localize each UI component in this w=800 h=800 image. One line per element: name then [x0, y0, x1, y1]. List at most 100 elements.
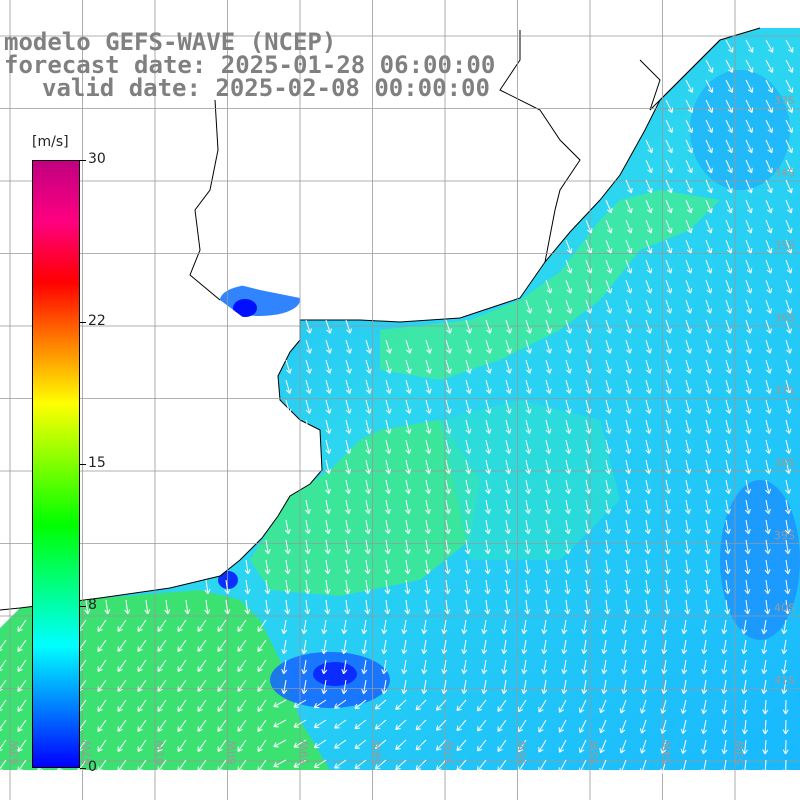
wind-arrow [464, 559, 471, 575]
wind-arrow [354, 739, 367, 750]
wind-arrow [345, 479, 352, 495]
wind-arrow [301, 679, 308, 695]
wind-arrow [313, 699, 327, 709]
wind-arrow [785, 319, 792, 334]
wind-arrow [237, 719, 247, 732]
wind-arrow [721, 759, 728, 775]
wind-arrow [684, 579, 691, 595]
wind-arrow [765, 119, 774, 134]
wind-arrow [705, 159, 713, 174]
wind-arrow [565, 239, 573, 254]
wind-arrow [745, 139, 753, 154]
wind-arrow [273, 759, 287, 768]
wind-arrow [264, 539, 271, 555]
wind-arrow [281, 659, 288, 675]
colorbar [32, 160, 80, 768]
wind-arrow [395, 699, 407, 710]
wind-arrow [685, 159, 693, 174]
wind-arrow [281, 639, 288, 655]
wind-arrow [117, 619, 127, 632]
wind-arrow [721, 639, 728, 655]
colorbar-tick-label: 30 [88, 151, 106, 167]
wind-arrow [558, 739, 567, 753]
wind-arrow [765, 319, 772, 334]
wind-arrow [395, 759, 407, 770]
wind-arrow [524, 519, 531, 535]
wind-arrow [17, 619, 27, 632]
wind-arrow [157, 639, 167, 652]
wind-arrow [681, 639, 688, 655]
wind-arrow [581, 619, 588, 635]
wind-arrow [524, 559, 531, 575]
wind-arrow [321, 639, 328, 655]
wind-arrow [341, 679, 348, 695]
wind-arrow [605, 319, 612, 334]
wind-arrow [137, 719, 147, 732]
wind-arrow [705, 199, 713, 214]
wind-arrow [456, 719, 467, 732]
wind-arrow [625, 459, 632, 475]
wind-arrow [745, 159, 753, 174]
wind-arrow [244, 599, 251, 615]
wind-arrow [257, 739, 267, 752]
wind-arrow [384, 519, 391, 535]
wind-arrow [237, 639, 247, 652]
wind-arrow [685, 139, 693, 154]
wind-arrow [257, 759, 267, 772]
colorbar-tick-label: 15 [88, 455, 106, 471]
wind-arrow [325, 479, 332, 495]
wind-arrow [664, 519, 671, 535]
wind-arrow [724, 559, 731, 575]
wind-arrow [481, 619, 488, 635]
wind-arrow [604, 519, 611, 535]
wind-arrow [364, 499, 371, 515]
wind-arrow [217, 659, 227, 672]
wind-arrow [545, 379, 552, 394]
wind-arrow [157, 659, 167, 672]
wind-arrow [665, 319, 672, 334]
wind-arrow [384, 539, 391, 555]
wind-arrow [425, 339, 432, 354]
wind-arrow [341, 619, 348, 635]
wind-arrow [745, 299, 753, 314]
wind-arrow [641, 639, 648, 655]
wind-arrow [384, 499, 391, 515]
wind-arrow [273, 699, 287, 708]
wind-arrow [782, 759, 789, 775]
wind-arrow [524, 539, 531, 555]
wind-arrow [724, 519, 731, 535]
wind-arrow [177, 759, 187, 772]
wind-arrow [344, 579, 351, 595]
wind-arrow [785, 199, 793, 214]
wind-arrow [461, 619, 468, 635]
wind-arrow [305, 399, 312, 414]
wind-arrow [137, 699, 147, 712]
low-wind-spot-estuary-core [233, 299, 257, 317]
latitude-label: 41S [774, 674, 795, 687]
wind-arrow [445, 419, 452, 434]
wind-arrow [324, 599, 331, 615]
latitude-label: 40S [774, 602, 795, 615]
wind-arrow [645, 239, 653, 254]
wind-arrow [197, 679, 207, 692]
wind-arrow [578, 759, 587, 774]
wind-arrow [305, 339, 312, 354]
wind-arrow [284, 559, 291, 575]
wind-arrow [424, 599, 431, 615]
wind-arrow [524, 599, 531, 615]
wind-arrow [765, 339, 772, 354]
latitude-label: 36S [774, 312, 795, 325]
wind-arrow [497, 739, 507, 752]
wind-arrow [204, 599, 211, 615]
wind-arrow [565, 359, 572, 374]
wind-arrow [445, 439, 452, 454]
wind-arrow [364, 559, 371, 575]
wind-arrow [765, 399, 772, 414]
wind-arrow [765, 299, 773, 314]
wind-arrow [764, 519, 771, 535]
wind-arrow [782, 719, 789, 735]
wind-arrow [705, 99, 714, 113]
wind-arrow [761, 659, 768, 675]
wind-arrow [364, 539, 371, 555]
wind-arrow [505, 419, 512, 434]
